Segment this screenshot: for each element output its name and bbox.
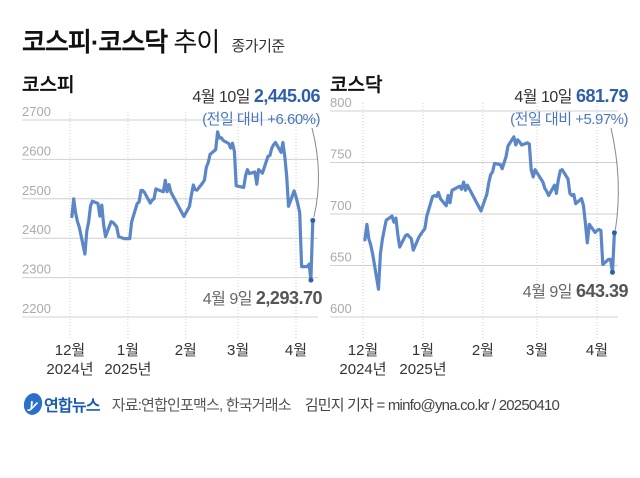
page-title: 코스피·코스닥 추이 종가기준 <box>22 22 285 59</box>
kosdaq-xtick-label: 12월 <box>348 342 379 359</box>
kosdaq-xtick-label: 1월 <box>412 342 434 359</box>
kosdaq-high-point <box>611 230 617 236</box>
footer: y 연합뉴스 자료:연합인포맥스, 한국거래소 김민지 기자 = minfo@y… <box>21 391 560 417</box>
kosdaq-ytick-label: 750 <box>330 147 352 162</box>
kospi-xtick-year-label: 2024년 <box>46 361 93 378</box>
kosdaq-ytick-label: 650 <box>330 250 352 265</box>
kospi-xtick-label: 12월 <box>55 342 86 359</box>
kosdaq-high-change: (전일 대비 +5.97%) <box>510 111 628 128</box>
kosdaq-high-annotation: 4월 10일 681.79 (전일 대비 +5.97%) <box>510 83 628 129</box>
kospi-low-date: 4월 9일 <box>202 291 253 308</box>
kospi-low-annotation: 4월 9일 2,293.70 <box>202 285 323 309</box>
credit-text: 김민지 기자 = minfo@yna.co.kr / 20250410 <box>304 396 560 414</box>
kospi-low-point <box>308 277 314 283</box>
kospi-title: 코스피 <box>22 75 75 96</box>
kospi-xtick-label: 1월 <box>117 342 139 359</box>
kospi-ytick-label: 2300 <box>22 262 51 277</box>
kospi-low-value: 2,293.70 <box>255 288 323 308</box>
kospi-xtick-label: 4월 <box>285 342 307 359</box>
title-trend: 추이 <box>173 27 220 57</box>
kospi-ytick-label: 2500 <box>22 183 51 198</box>
kospi-xtick-label: 2월 <box>175 342 197 359</box>
kosdaq-low-annotation: 4월 9일 643.39 <box>522 278 629 302</box>
kospi-ytick-label: 2400 <box>22 222 51 237</box>
source-text: 자료:연합인포맥스, 한국거래소 <box>111 396 292 414</box>
yonhap-logo-icon: y <box>21 391 45 417</box>
kospi-callout-line <box>311 127 319 218</box>
kospi-ytick-label: 2700 <box>22 104 51 119</box>
kosdaq-title: 코스닥 <box>330 75 383 96</box>
kospi-high-value: 2,445.06 <box>253 86 321 106</box>
kosdaq-xtick-label: 4월 <box>586 342 608 359</box>
kosdaq-xtick-label: 3월 <box>526 342 548 359</box>
kospi-ytick-label: 2600 <box>22 143 51 158</box>
kospi-ytick-label: 2200 <box>22 301 51 316</box>
logo-text: 연합뉴스 <box>44 398 100 415</box>
kospi-xtick-year-label: 2025년 <box>104 361 151 378</box>
kosdaq-series-line <box>363 135 617 291</box>
kosdaq-high-value: 681.79 <box>575 86 629 106</box>
title-main: 코스피·코스닥 <box>22 27 168 57</box>
kosdaq-xtick-year-label: 2024년 <box>339 361 386 378</box>
kosdaq-callout-line <box>610 127 619 230</box>
kospi-high-change: (전일 대비 +6.60%) <box>202 111 320 128</box>
kosdaq-low-value: 643.39 <box>575 281 629 301</box>
title-subtitle: 종가기준 <box>231 38 286 55</box>
kosdaq-low-date: 4월 9일 <box>522 284 573 301</box>
kosdaq-ytick-label: 800 <box>330 95 352 110</box>
kospi-high-point <box>310 217 316 223</box>
kospi-series-line <box>70 130 315 282</box>
kosdaq-high-date: 4월 10일 <box>514 89 572 106</box>
kosdaq-ytick-label: 700 <box>330 198 352 213</box>
kospi-high-annotation: 4월 10일 2,445.06 (전일 대비 +6.60%) <box>192 83 320 129</box>
kosdaq-xtick-year-label: 2025년 <box>399 361 446 378</box>
kospi-high-date: 4월 10일 <box>192 89 250 106</box>
kosdaq-ytick-label: 600 <box>330 301 352 316</box>
kosdaq-xtick-label: 2월 <box>472 342 494 359</box>
kosdaq-low-point <box>609 269 615 275</box>
yonhap-logo: y 연합뉴스 <box>21 391 100 417</box>
kospi-xtick-label: 3월 <box>227 342 249 359</box>
